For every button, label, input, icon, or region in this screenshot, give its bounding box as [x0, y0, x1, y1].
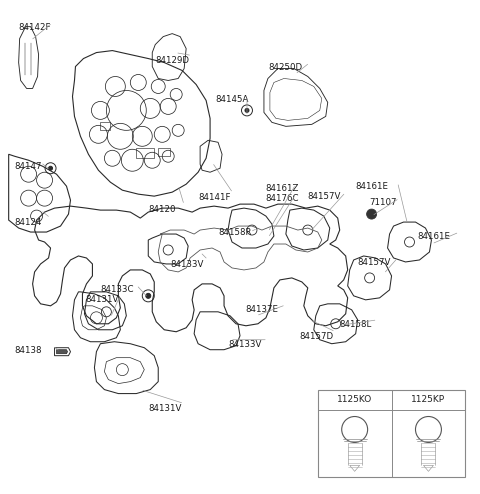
Text: 84158L: 84158L — [340, 320, 372, 329]
Polygon shape — [57, 350, 68, 354]
Text: 84137E: 84137E — [245, 305, 278, 314]
Text: 71107: 71107 — [370, 198, 397, 207]
Text: 1125KP: 1125KP — [411, 395, 445, 404]
Text: 1125KO: 1125KO — [337, 395, 372, 404]
Text: 84145A: 84145A — [215, 95, 249, 104]
Text: 84157V: 84157V — [358, 258, 391, 267]
Circle shape — [367, 209, 377, 219]
Text: 84157V: 84157V — [308, 192, 341, 201]
Text: 84176C: 84176C — [265, 194, 299, 203]
Text: 84129D: 84129D — [155, 55, 189, 65]
Text: 84157D: 84157D — [300, 332, 334, 341]
Text: 84131V: 84131V — [85, 295, 119, 304]
Circle shape — [245, 108, 249, 113]
Circle shape — [48, 166, 52, 170]
Bar — [318, 390, 465, 477]
Text: 84124: 84124 — [15, 218, 42, 227]
Text: 84161E: 84161E — [418, 232, 451, 241]
Circle shape — [146, 293, 151, 298]
Text: 84158R: 84158R — [218, 228, 252, 237]
Text: 84161E: 84161E — [356, 182, 389, 191]
Text: 84133V: 84133V — [170, 260, 204, 269]
Text: 84161Z: 84161Z — [265, 184, 298, 193]
Text: 84133C: 84133C — [100, 285, 134, 294]
Text: 84147: 84147 — [15, 162, 42, 171]
Text: 84138: 84138 — [15, 346, 42, 355]
Text: 84141F: 84141F — [198, 193, 230, 202]
Text: 84120: 84120 — [148, 205, 176, 214]
Text: 84133V: 84133V — [228, 340, 262, 349]
Text: 84250D: 84250D — [268, 63, 302, 72]
Text: 84131V: 84131V — [148, 404, 181, 412]
Text: 84142F: 84142F — [19, 23, 51, 32]
